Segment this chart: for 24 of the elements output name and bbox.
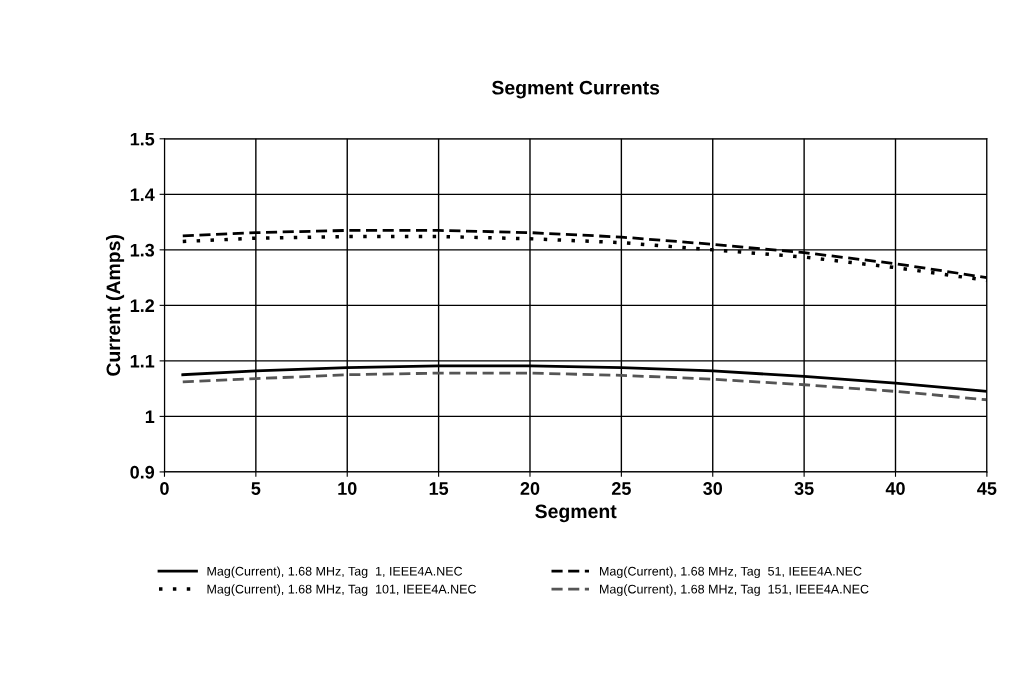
y-tick-label: 0.9 <box>130 465 155 479</box>
y-tick-label: 1.2 <box>130 299 155 312</box>
legend-label: Mag(Current), 1.68 MHz, Tag 101, IEEE4A.NEC <box>207 584 477 596</box>
x-tick-label: 30 <box>703 482 723 495</box>
x-tick-label: 20 <box>520 482 540 495</box>
x-tick-label: 40 <box>885 482 905 495</box>
y-axis-title: Current (Amps) <box>105 235 125 376</box>
legend-label: Mag(Current), 1.68 MHz, Tag 151, IEEE4A.NEC <box>600 584 869 596</box>
y-tick-label: 1.1 <box>130 355 155 368</box>
legend-label: Mag(Current), 1.68 MHz, Tag 51, IEEE4A.NEC <box>600 566 862 579</box>
x-tick-label: 35 <box>794 482 814 495</box>
x-tick-label: 0 <box>160 482 169 495</box>
x-tick-label: 15 <box>429 482 449 495</box>
x-axis-title: Segment <box>535 504 617 523</box>
y-tick-label: 1.5 <box>130 132 155 146</box>
y-tick-label: 1.4 <box>130 188 155 201</box>
legend-label: Mag(Current), 1.68 MHz, Tag 1, IEEE4A.NEC <box>207 566 463 579</box>
x-tick-label: 25 <box>611 482 631 495</box>
x-tick-label: 10 <box>338 482 357 495</box>
chart-title: Segment Currents <box>491 80 660 99</box>
x-tick-label: 45 <box>977 482 997 495</box>
y-tick-label: 1 <box>145 410 155 423</box>
y-tick-label: 1.3 <box>130 243 155 257</box>
x-tick-label: 5 <box>251 482 261 495</box>
